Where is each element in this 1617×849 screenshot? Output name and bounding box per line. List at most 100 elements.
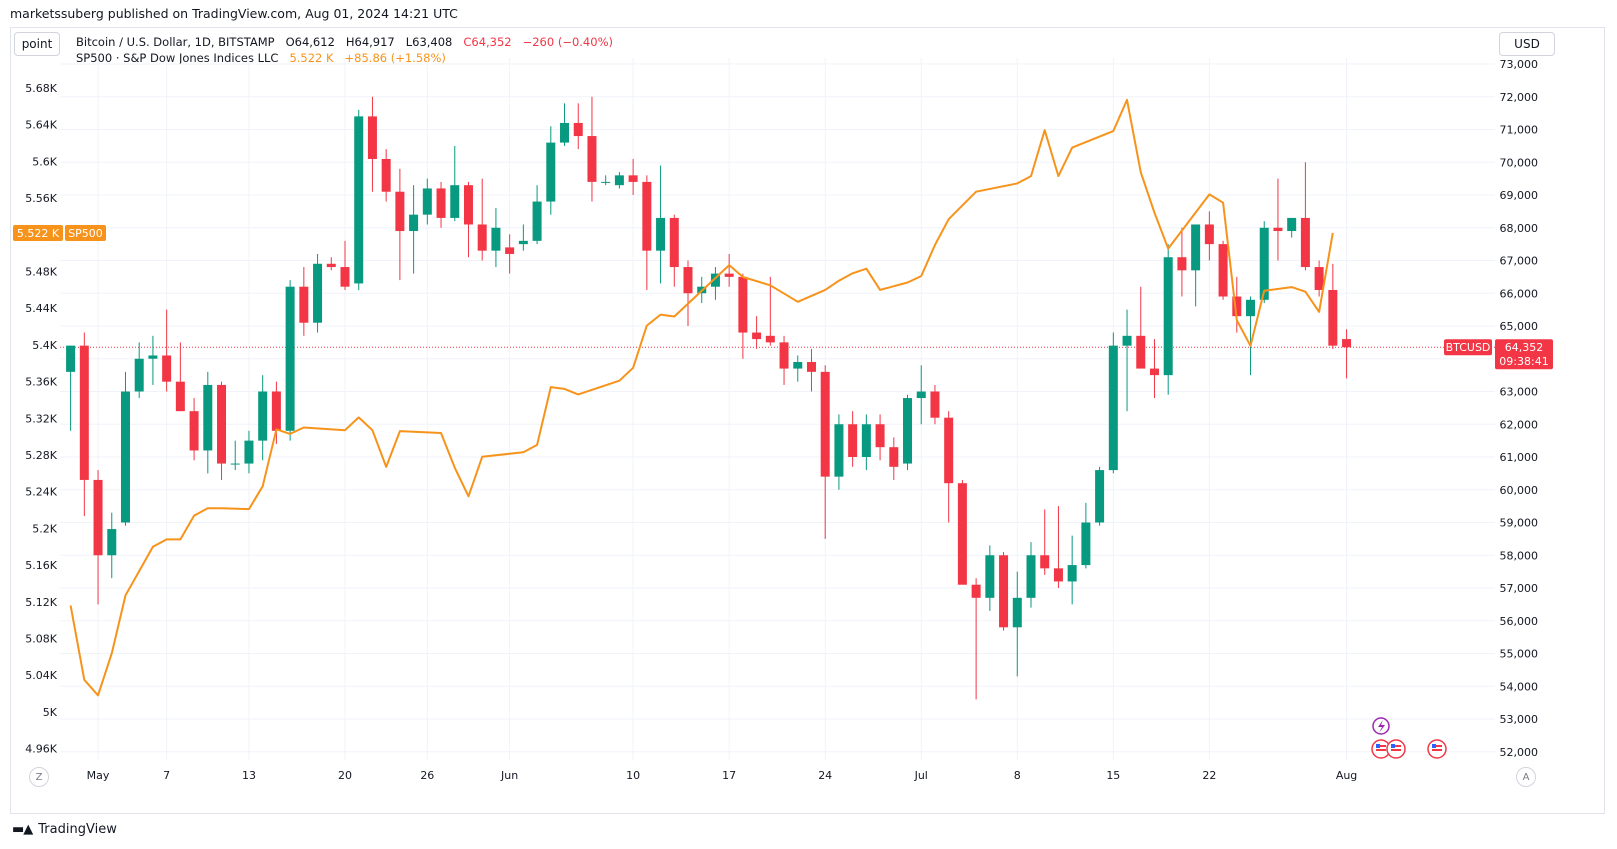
candle-body [1136, 335, 1146, 369]
candle-body [395, 191, 405, 232]
candle-body [505, 247, 515, 254]
right-axis-tick-label: 70,000 [1500, 156, 1539, 169]
sp500-symbol: SP500 · S&P Dow Jones Indices LLC [76, 51, 279, 65]
sp500-value: 5.522 K [289, 51, 334, 65]
candle-body [162, 355, 172, 382]
left-axis-tick-label: 5.16K [25, 559, 57, 572]
tradingview-logo-icon: ▬▲ [12, 822, 33, 837]
x-axis-tick-label: Jun [500, 769, 518, 782]
candle-body [93, 479, 103, 556]
btc-low: L63,408 [405, 35, 453, 49]
x-axis-tick-label: 8 [1014, 769, 1021, 782]
candle-body [573, 122, 583, 137]
x-axis-tick-label: 24 [818, 769, 832, 782]
candle-body [834, 424, 844, 477]
left-axis-tick-label: 5.4K [32, 339, 57, 352]
candle-body [258, 391, 268, 441]
us-flag-canton [1376, 744, 1380, 748]
candle-body [1259, 227, 1269, 300]
sp500-change: +85.86 (+1.58%) [344, 51, 446, 65]
candle-body [1081, 522, 1091, 566]
btc-close: C64,352 [463, 35, 512, 49]
candle-body [1328, 289, 1338, 346]
left-axis-tick-label: 4.96K [25, 743, 57, 756]
right-axis-tick-label: 72,000 [1500, 91, 1539, 104]
candle-body [175, 381, 185, 412]
candle-body [230, 463, 240, 465]
x-axis-tick-label: Aug [1336, 769, 1357, 782]
btc-symbol: Bitcoin / U.S. Dollar, 1D, BITSTAMP [76, 35, 275, 49]
us-flag-canton [1432, 744, 1436, 748]
candle-body [107, 529, 117, 556]
x-axis-tick-label: 26 [420, 769, 434, 782]
candle-body [861, 424, 871, 457]
candle-body [313, 263, 323, 323]
candle-body [1163, 257, 1173, 376]
candle-body [889, 447, 899, 467]
candle-body [1232, 296, 1242, 317]
candle-body [1053, 568, 1063, 582]
candle-body [1246, 299, 1256, 317]
x-axis-tick-label: 17 [722, 769, 736, 782]
btcusd-symbol-tag [1444, 339, 1492, 356]
candle-body [944, 417, 954, 484]
btc-change: −260 (−0.40%) [522, 35, 613, 49]
candle-body [601, 181, 611, 183]
right-axis-tick-label: 61,000 [1500, 451, 1539, 464]
us-flag-stripe [1432, 749, 1442, 751]
left-axis-tick-label: 5.24K [25, 486, 57, 499]
candle-body [271, 391, 281, 431]
candle-body [587, 136, 597, 182]
candle-body [793, 362, 803, 369]
scale-mode-button[interactable]: point [14, 32, 60, 56]
footer-brand[interactable]: ▬▲ TradingView [12, 822, 117, 837]
candle-body [1095, 470, 1105, 523]
right-axis-tick-label: 65,000 [1500, 320, 1539, 333]
right-axis-tick-label: 68,000 [1500, 222, 1539, 235]
candle-body [1177, 257, 1187, 271]
candle-body [463, 185, 473, 225]
sp500-symbol-tag-text: SP500 [68, 227, 103, 240]
chart-frame [10, 27, 1605, 814]
candle-body [436, 188, 446, 218]
left-axis-tick-label: 5.48K [25, 266, 57, 279]
candle-body [985, 555, 995, 598]
candle-body [1218, 244, 1228, 297]
candle-body [1067, 565, 1077, 582]
candle-body [326, 263, 336, 268]
candle-body [669, 217, 679, 268]
right-axis-tick-label: 67,000 [1500, 255, 1539, 268]
candle-body [971, 584, 981, 598]
candle-body [560, 122, 570, 143]
x-axis-tick-label: 13 [242, 769, 256, 782]
candle-body [683, 267, 693, 294]
right-axis-tick-label: 56,000 [1500, 615, 1539, 628]
auto-scale-button[interactable]: A [1516, 767, 1536, 787]
right-axis-tick-label: 59,000 [1500, 517, 1539, 530]
candle-body [532, 201, 542, 241]
footer-brand-label: TradingView [38, 822, 117, 837]
candle-body [340, 267, 350, 287]
left-axis-tick-label: 5.2K [32, 522, 57, 535]
candle-body [477, 224, 487, 251]
candle-body [820, 371, 830, 477]
sp500-series-line [69, 98, 1334, 697]
sp500-value-tag [13, 224, 63, 241]
currency-button[interactable]: USD [1499, 32, 1555, 56]
right-axis-tick-label: 60,000 [1500, 484, 1539, 497]
candle-body [1314, 267, 1324, 290]
us-flag-stripe [1376, 749, 1386, 751]
candle-body [738, 276, 748, 333]
zoom-z-button[interactable]: Z [29, 767, 49, 787]
left-axis-tick-label: 5.68K [25, 82, 57, 95]
candle-body [244, 440, 254, 464]
candle-body [1204, 224, 1214, 245]
lightning-bolt-icon [1378, 720, 1385, 733]
candle-body [656, 217, 666, 251]
candle-body [614, 175, 624, 186]
candle-body [79, 345, 89, 480]
candle-body [148, 355, 158, 359]
candle-body [1287, 217, 1297, 232]
btcusd-price-tag [1495, 339, 1553, 370]
